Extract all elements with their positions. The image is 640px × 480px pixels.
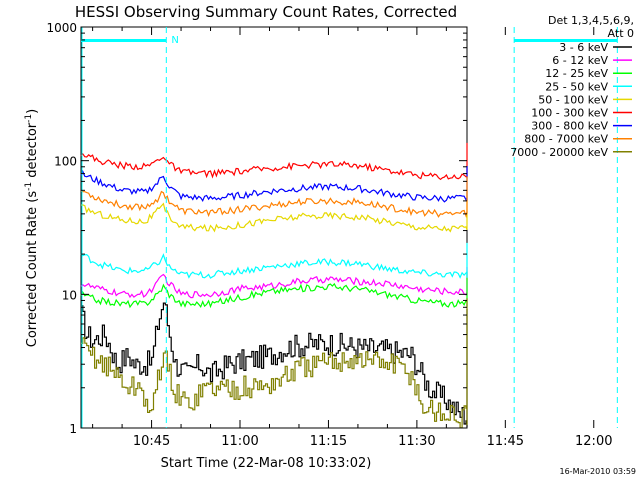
legend-label-7: 300 - 800 keV: [531, 120, 608, 133]
y-label-part-mid: detector: [25, 122, 40, 182]
y-tick-label: 100: [54, 155, 77, 169]
y-tick-label: 1000: [46, 21, 77, 35]
legend-label-5: 50 - 100 keV: [538, 93, 608, 106]
legend-label-3: 12 - 25 keV: [545, 67, 608, 80]
legend-header-line-1: Det 1,3,4,5,6,9,: [548, 14, 634, 27]
y-axis-label: Corrected Count Rate (s-1 detector-1): [24, 109, 40, 347]
legend-label-2: 6 - 12 keV: [552, 54, 608, 67]
legend-label-1: 3 - 6 keV: [559, 41, 608, 54]
series-line-6: [80, 142, 468, 181]
x-axis-label: Start Time (22-Mar-08 10:33:02): [161, 456, 372, 471]
chart-title: HESSI Observing Summary Count Rates, Cor…: [75, 3, 457, 21]
series-line-1: [81, 302, 468, 428]
x-tick-label: 12:00: [575, 434, 612, 449]
series-line-8: [80, 176, 468, 219]
series-line-4: [80, 242, 468, 279]
y-label-part-main: Corrected Count Rate (s: [25, 191, 40, 348]
x-tick-label: 10:45: [133, 434, 170, 449]
y-label-sup-2: -1: [24, 114, 34, 123]
series-line-3: [80, 271, 468, 309]
segment-bar-2: [514, 39, 618, 42]
segment-bar-1: [81, 39, 167, 42]
legend-label-4: 25 - 50 keV: [545, 80, 608, 93]
plot-area: [80, 26, 468, 429]
x-tick-label: 11:30: [398, 434, 435, 449]
y-label-part-end: ): [25, 109, 40, 114]
series-line-9: [81, 298, 468, 429]
y-label-sup-1: -1: [24, 182, 34, 191]
legend-label-8: 800 - 7000 keV: [524, 133, 608, 146]
x-tick-label: 11:00: [221, 434, 258, 449]
footer-timestamp: 16-Mar-2010 03:59: [560, 467, 637, 476]
legend-label-9: 7000 - 20000 keV: [510, 146, 608, 159]
series-line-5: [80, 189, 468, 233]
x-tick-label: 11:45: [487, 434, 524, 449]
legend-label-6: 100 - 300 keV: [531, 107, 608, 120]
y-tick-label: 1: [69, 422, 77, 436]
legend-header-line-2: Att 0: [608, 27, 634, 40]
x-tick-label: 11:15: [310, 434, 347, 449]
y-tick-label: 10: [62, 288, 77, 302]
segment-letter: N: [171, 35, 178, 46]
